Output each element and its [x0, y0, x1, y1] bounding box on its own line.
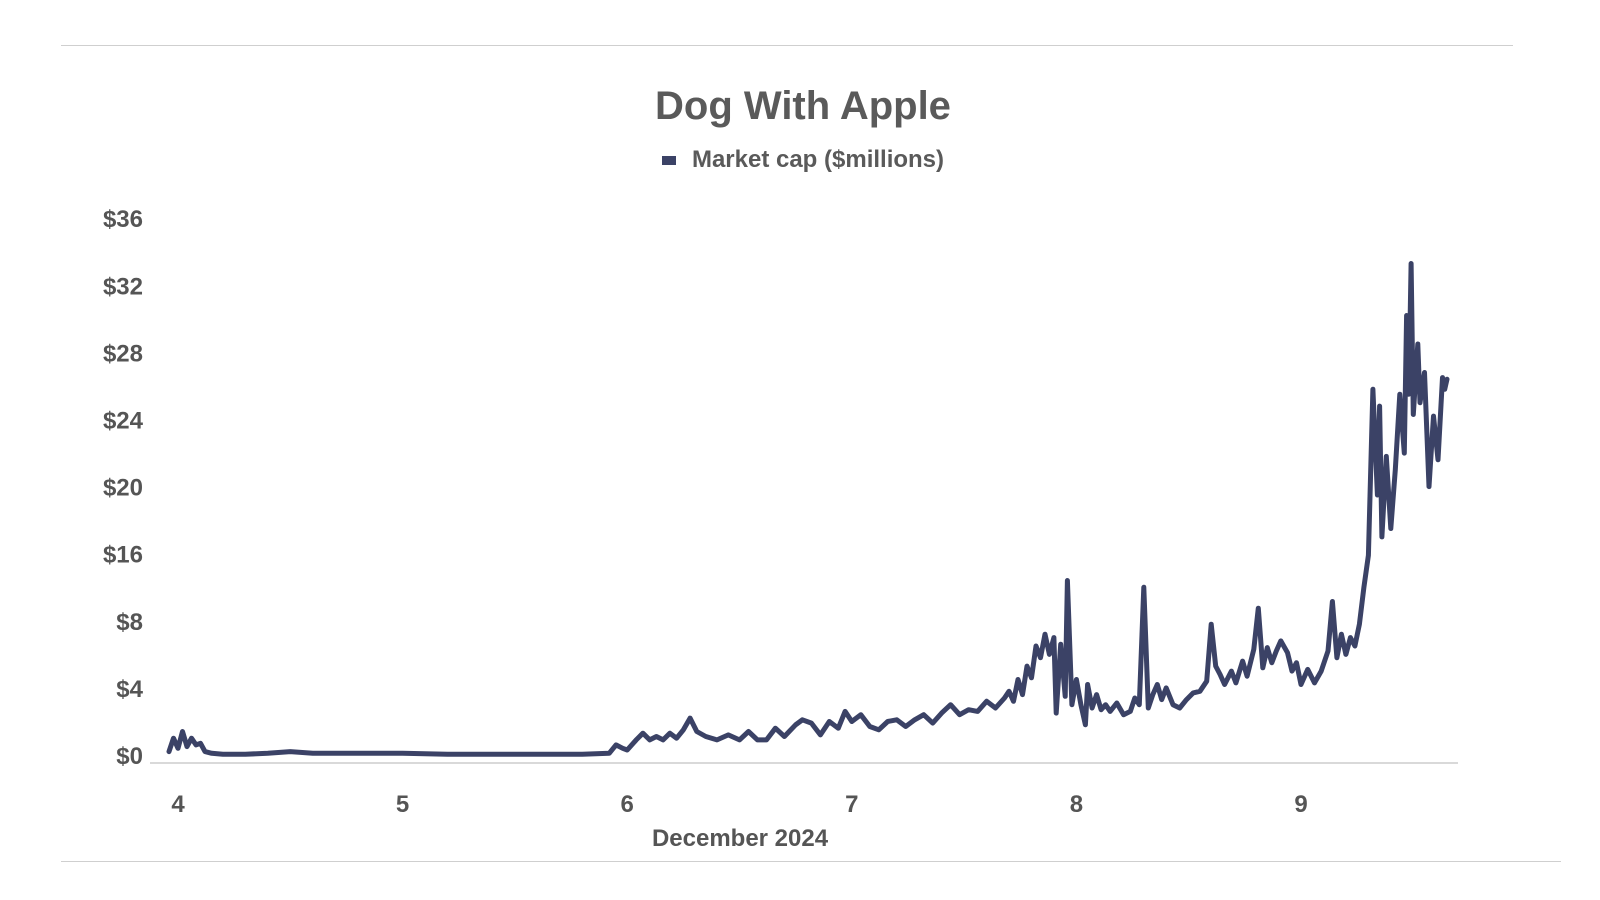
x-tick-label: 4: [171, 791, 185, 818]
y-axis-ticks: $0 $4 $8 $16 $20 $24 $28 $32 $36: [103, 206, 144, 770]
y-tick-label: $24: [103, 408, 144, 435]
x-axis-ticks: 4 5 6 7 8 9: [171, 791, 1307, 818]
y-tick-label: $8: [116, 609, 143, 636]
y-tick-label: $32: [103, 273, 143, 300]
bottom-divider: [61, 861, 1561, 862]
x-tick-label: 8: [1070, 791, 1083, 818]
y-tick-label: $28: [103, 340, 143, 367]
y-tick-label: $20: [103, 475, 143, 502]
x-tick-label: 9: [1294, 791, 1307, 818]
legend: Market cap ($millions): [0, 146, 1600, 174]
top-divider: [61, 45, 1513, 46]
x-tick-label: 7: [845, 791, 858, 818]
x-axis-title: December 2024: [652, 825, 829, 852]
y-tick-label: $36: [103, 206, 143, 233]
legend-swatch: [661, 155, 676, 165]
y-tick-label: $0: [116, 743, 143, 770]
y-tick-label: $4: [116, 676, 143, 703]
legend-label: Market cap ($millions): [691, 146, 945, 173]
y-tick-label: $16: [103, 542, 143, 569]
x-tick-label: 5: [396, 791, 409, 818]
x-tick-label: 6: [621, 791, 634, 818]
chart-title: Dog With Apple: [655, 84, 951, 128]
series-line-market-cap: [166, 261, 1450, 757]
